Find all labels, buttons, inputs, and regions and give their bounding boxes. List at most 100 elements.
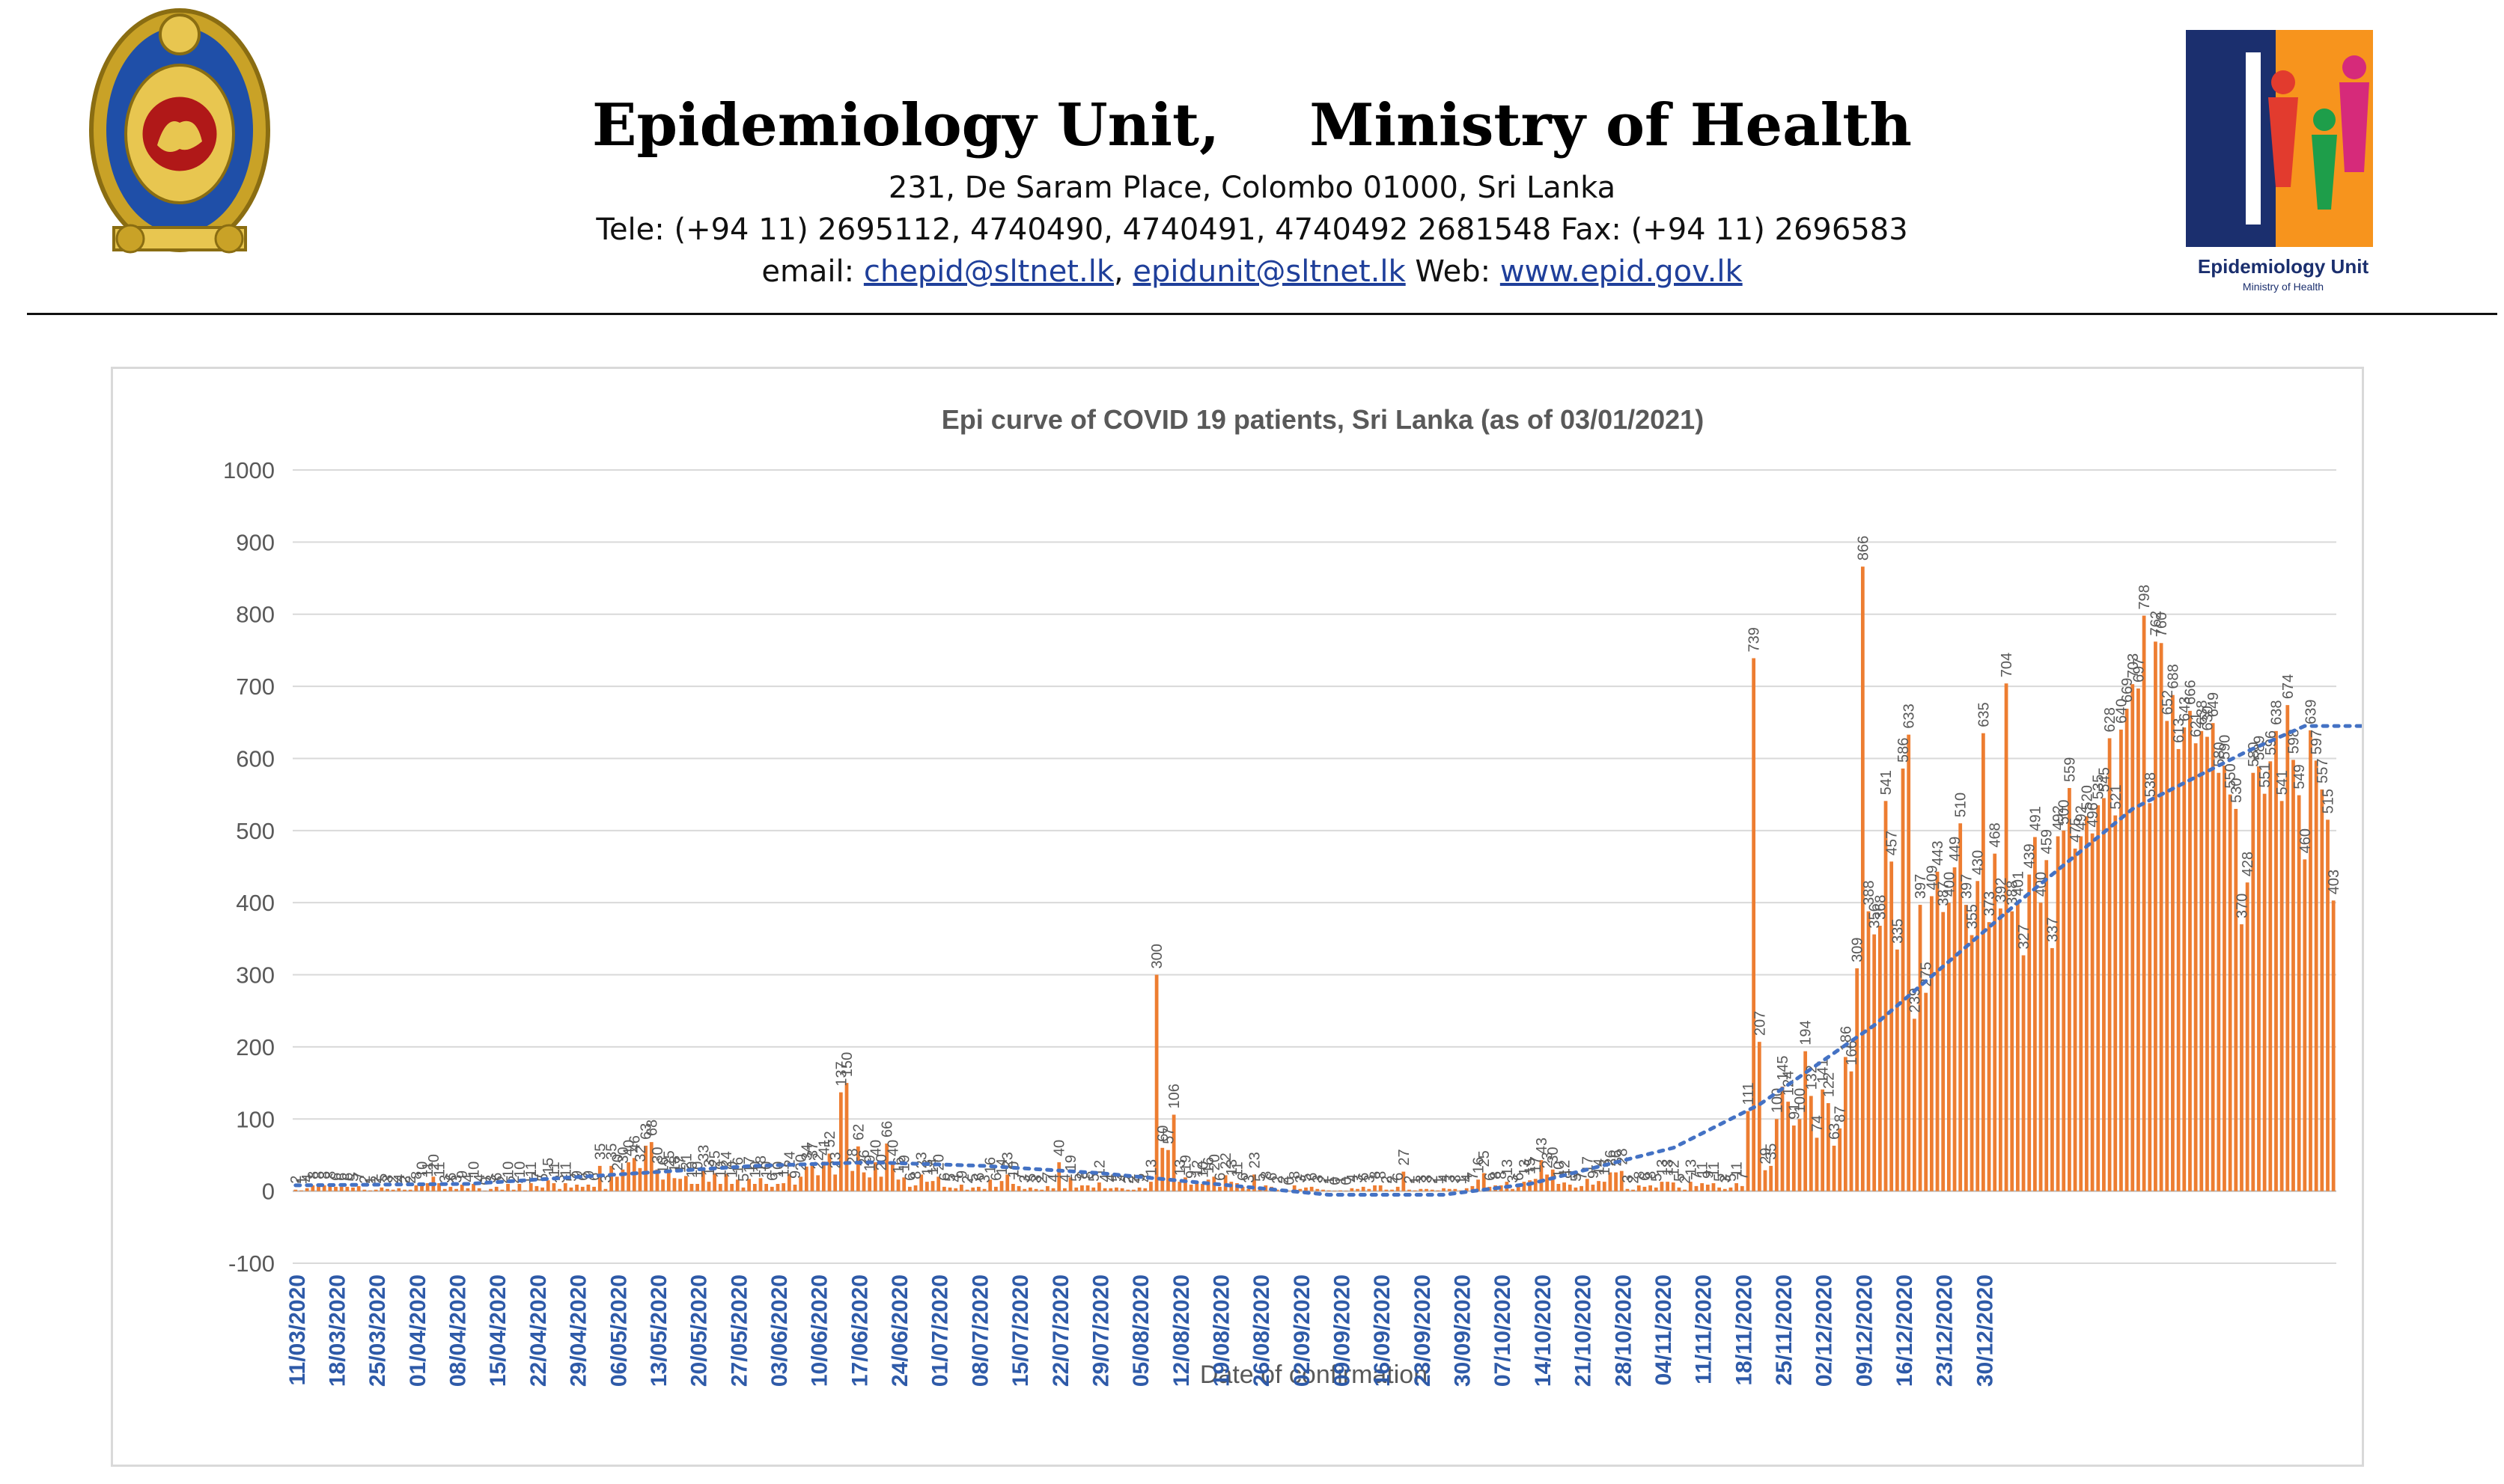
sri-lanka-emblem-icon	[89, 8, 270, 254]
data-label: 25	[1476, 1150, 1493, 1167]
bar	[2320, 789, 2324, 1191]
x-tick-label: 09/12/2020	[1852, 1274, 1877, 1387]
y-tick-label: 800	[236, 602, 275, 628]
bar	[1292, 1185, 1297, 1191]
x-tick-label: 05/08/2020	[1129, 1274, 1154, 1387]
bar	[1275, 1189, 1279, 1191]
bar	[334, 1186, 338, 1191]
bar	[627, 1162, 630, 1191]
data-label: 598	[2285, 729, 2302, 754]
data-label: 91	[1786, 1103, 1803, 1120]
bar	[511, 1189, 516, 1191]
bar	[1085, 1185, 1090, 1191]
bar	[1694, 1185, 1699, 1191]
bar	[293, 1189, 298, 1191]
bar	[844, 1083, 849, 1191]
web-link[interactable]: www.epid.gov.lk	[1499, 254, 1743, 289]
data-label: 13	[1143, 1159, 1160, 1176]
bar	[1425, 1188, 1428, 1191]
data-label: 275	[1919, 962, 1935, 986]
bar	[1206, 1179, 1210, 1191]
data-label: 8	[409, 1171, 425, 1179]
bar	[2130, 684, 2135, 1191]
data-label: 798	[2136, 584, 2153, 609]
data-label: 3	[1362, 1175, 1378, 1183]
data-label: 3	[1419, 1175, 1436, 1183]
bar	[1614, 1172, 1618, 1191]
bar	[1453, 1188, 1457, 1191]
bar	[1752, 658, 1756, 1191]
data-label: 491	[2027, 806, 2044, 831]
bar	[1464, 1188, 1469, 1191]
bar	[1832, 1145, 1836, 1191]
data-label: 18	[667, 1155, 683, 1172]
bar	[741, 1187, 746, 1191]
data-label: 19	[1063, 1155, 1079, 1171]
data-label: 549	[2291, 764, 2308, 789]
bar	[362, 1189, 367, 1191]
data-label: 5	[1086, 1173, 1103, 1182]
data-label: 580	[2211, 742, 2228, 766]
bar	[747, 1179, 752, 1191]
data-label: 32	[633, 1146, 649, 1162]
bar	[856, 1146, 860, 1191]
bar	[1430, 1189, 1434, 1191]
data-label: 530	[2229, 778, 2245, 803]
x-tick-label: 08/07/2020	[968, 1274, 993, 1387]
bar	[1815, 1138, 1819, 1191]
bar	[1499, 1185, 1503, 1191]
data-label: 166	[1844, 1040, 1860, 1065]
bar	[942, 1186, 946, 1191]
data-label: 194	[1798, 1020, 1815, 1045]
data-label: 666	[2182, 680, 2199, 704]
email-link-epidunit[interactable]: epidunit@sltnet.lk	[1133, 254, 1406, 289]
bar	[1029, 1187, 1032, 1191]
data-label: 5	[966, 1173, 982, 1182]
bar	[2033, 837, 2037, 1191]
email-link-chepid[interactable]: chepid@sltnet.lk	[863, 254, 1114, 289]
data-label: 11	[432, 1161, 448, 1177]
x-tick-label: 02/09/2020	[1290, 1274, 1315, 1387]
data-label: 21	[678, 1153, 695, 1170]
y-tick-label: 300	[236, 962, 275, 989]
data-label: 457	[1884, 831, 1901, 855]
data-label: 2	[960, 1176, 976, 1184]
bar	[558, 1188, 561, 1191]
bar	[1550, 1169, 1555, 1191]
bar	[1941, 912, 1946, 1191]
data-label: 6	[1637, 1173, 1654, 1181]
bar	[1711, 1183, 1716, 1191]
x-tick-label: 20/05/2020	[687, 1274, 712, 1387]
data-label: 68	[644, 1120, 660, 1136]
data-label: 15	[1523, 1158, 1539, 1174]
data-label: 4	[460, 1174, 477, 1182]
bar	[1378, 1185, 1383, 1191]
data-label: 35	[1764, 1143, 1780, 1160]
bar	[374, 1189, 378, 1191]
bar	[2240, 924, 2243, 1191]
bar	[1821, 1089, 1825, 1191]
data-label: 6	[1356, 1173, 1372, 1181]
bar	[1223, 1175, 1228, 1191]
bar	[1568, 1184, 1572, 1191]
bar	[1705, 1184, 1710, 1191]
bar	[1315, 1188, 1320, 1191]
bar	[752, 1184, 757, 1191]
data-label: 6	[443, 1173, 460, 1181]
bar	[534, 1185, 539, 1191]
bar	[351, 1187, 355, 1191]
bar	[442, 1188, 447, 1191]
data-label: 16	[891, 1157, 907, 1173]
x-tick-label: 30/09/2020	[1451, 1274, 1475, 1387]
data-label: 30	[615, 1146, 632, 1163]
data-label: 145	[1775, 1056, 1791, 1081]
letterhead: Epidemiology Unit, Ministry of Health 231…	[0, 0, 2504, 322]
bar	[528, 1183, 533, 1191]
bar	[317, 1185, 320, 1191]
data-label: 5	[1109, 1173, 1125, 1182]
bar	[1132, 1189, 1136, 1191]
data-label: 5	[564, 1173, 580, 1182]
data-label: 12	[1557, 1160, 1574, 1176]
bar	[1746, 1111, 1750, 1191]
bar	[1166, 1149, 1170, 1191]
